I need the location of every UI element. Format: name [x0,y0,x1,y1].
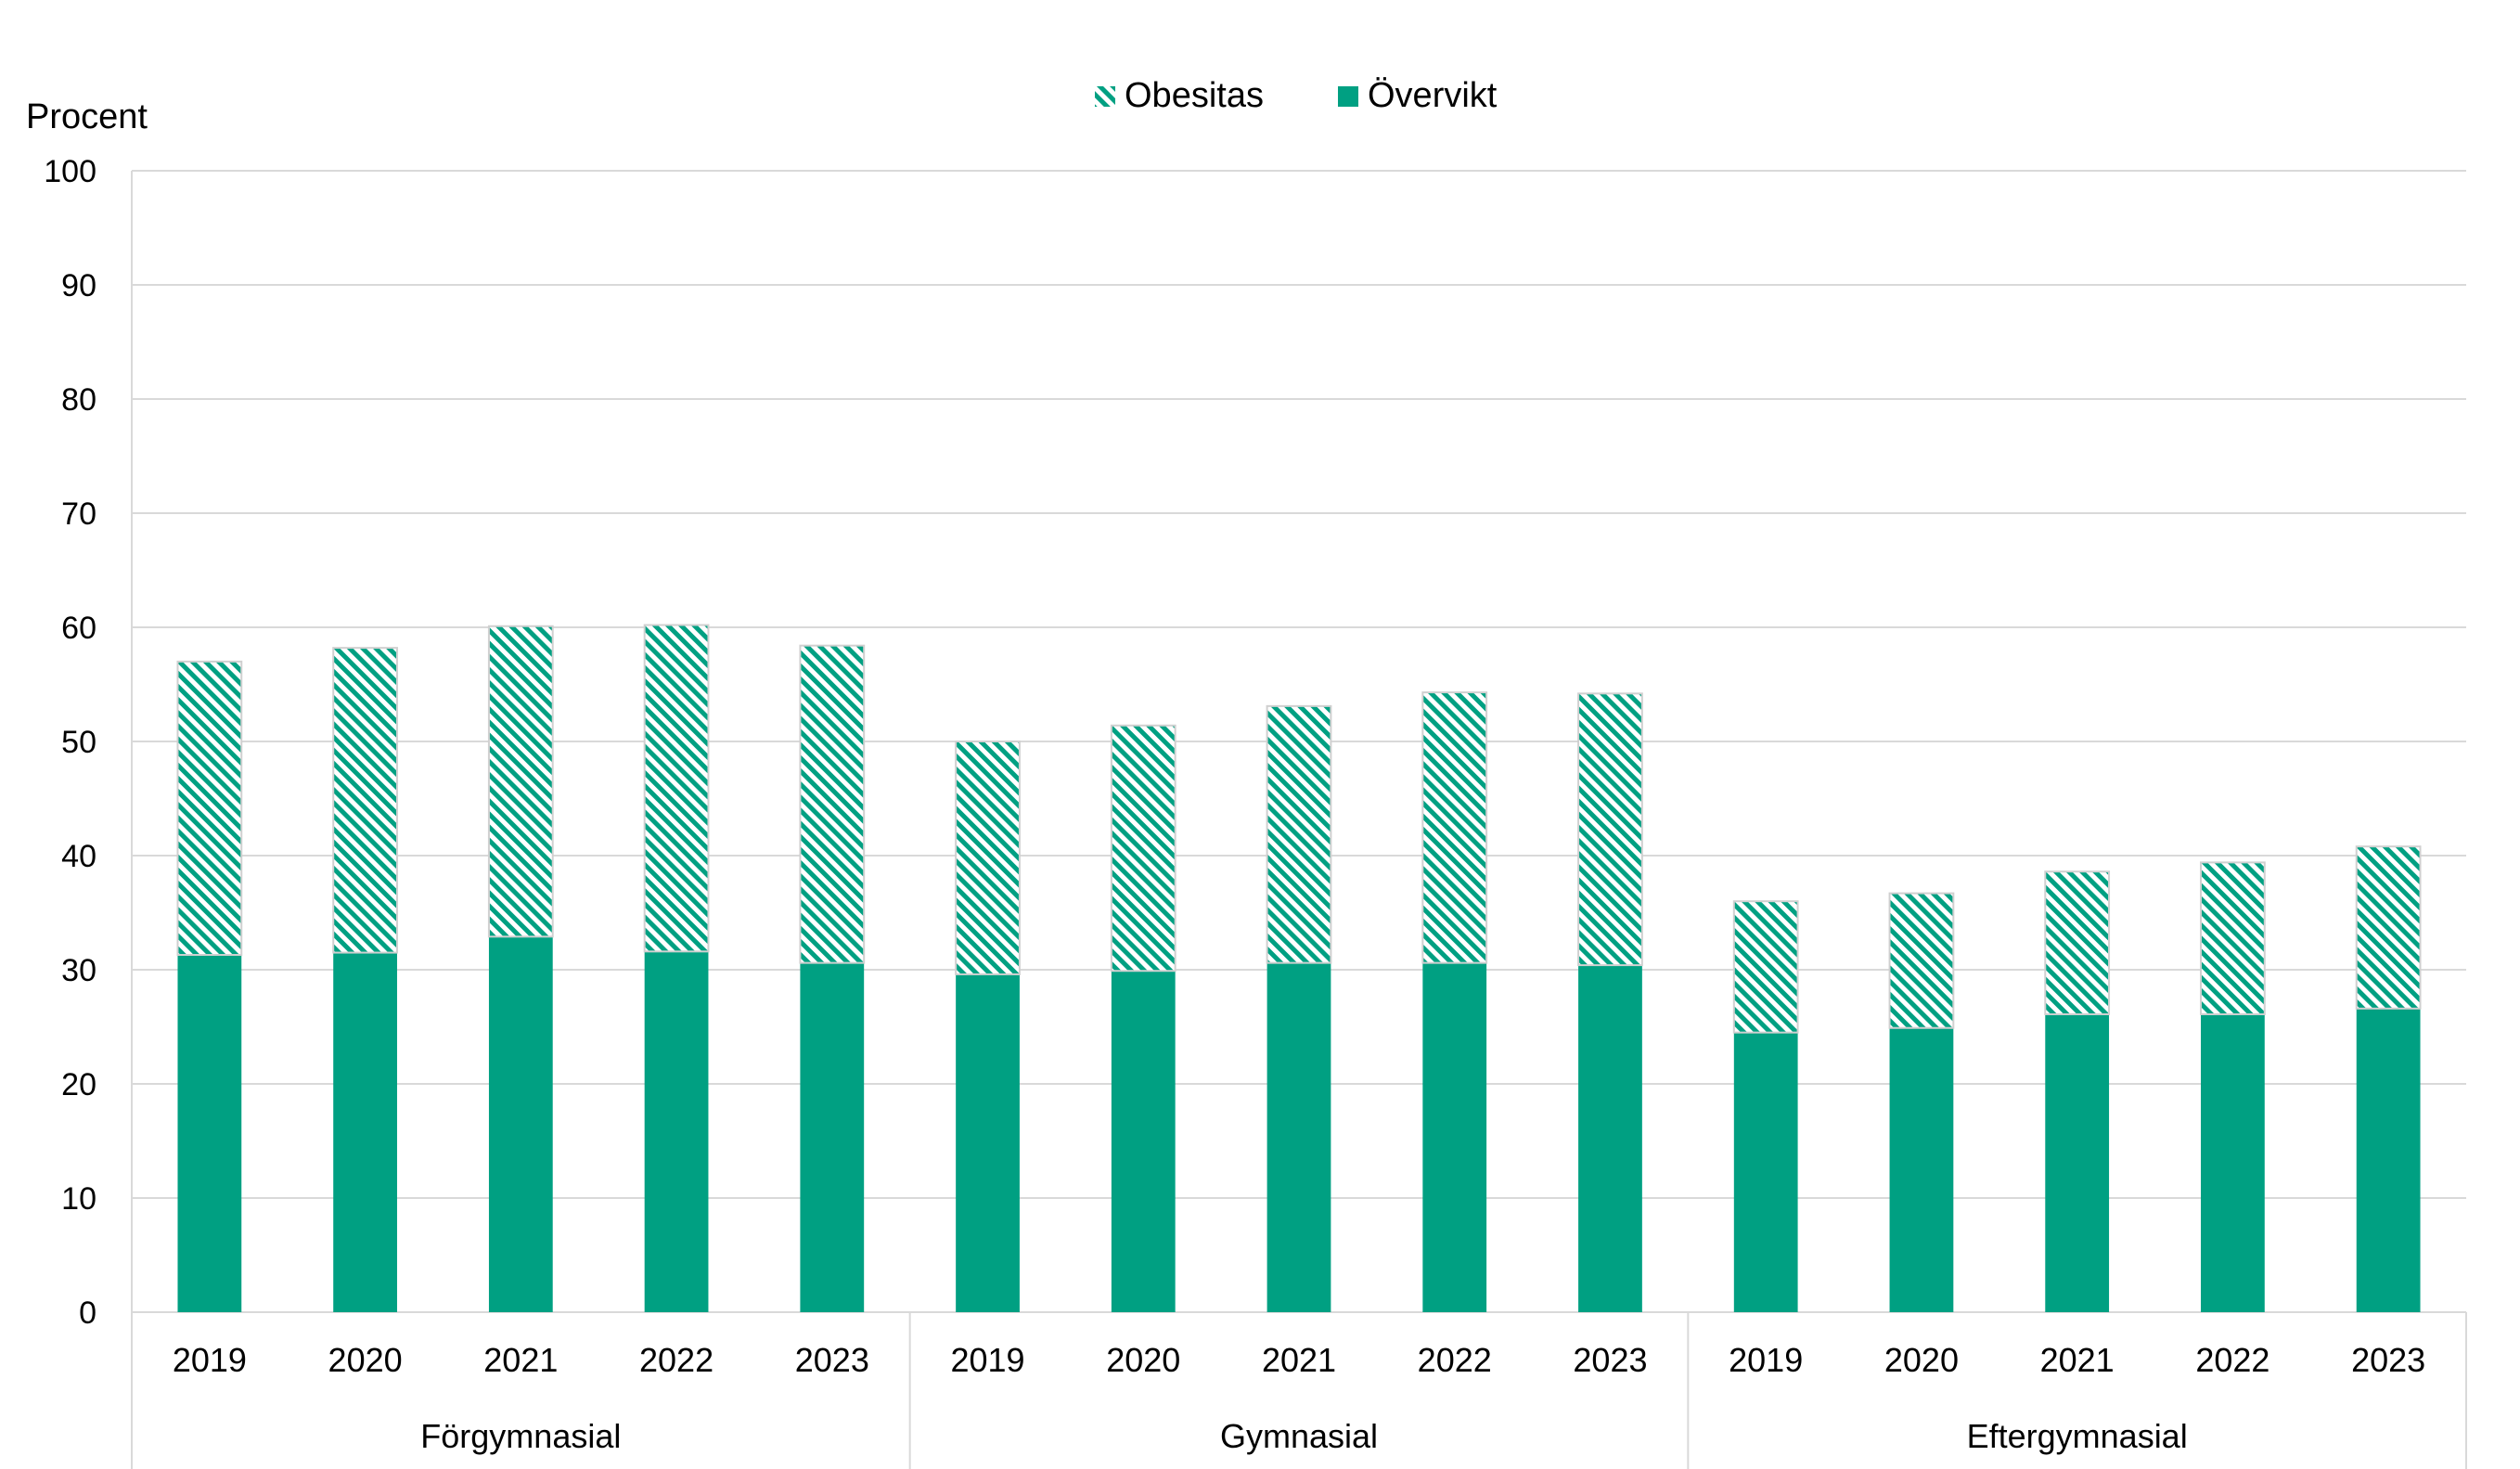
bar-overvikt [1266,962,1331,1312]
y-tick-label: 10 [61,1181,96,1217]
bar-obesitas [955,741,1021,975]
y-tick-label: 30 [61,953,96,988]
bar-obesitas [799,644,866,964]
bar-obesitas [2044,870,2111,1015]
y-tick-label: 90 [61,268,96,303]
bar-obesitas [643,624,710,953]
x-tick-label: 2019 [950,1341,1024,1379]
bar-obesitas [1888,892,1955,1029]
x-tick-label: 2019 [173,1341,247,1379]
x-tick-label: 2023 [795,1341,869,1379]
bar-obesitas [1577,692,1643,967]
group-label: Gymnasial [1220,1417,1378,1455]
bar-obesitas [1732,900,1799,1034]
y-tick-label: 50 [61,725,96,760]
bar-overvikt [2201,1013,2265,1312]
bar-overvikt [1422,962,1487,1312]
bar-overvikt [333,952,397,1312]
y-axis-title: Procent [26,97,148,136]
y-tick-label: 70 [61,496,96,532]
bar-obesitas [487,625,554,938]
bar-obesitas [1266,704,1332,964]
x-tick-label: 2020 [328,1341,403,1379]
bar-obesitas [332,647,398,954]
bar-overvikt [800,962,865,1312]
legend-label: Obesitas [1125,76,1264,115]
bars [176,624,2422,1312]
y-tick-label: 100 [44,154,96,189]
legend: Obesitas Övervikt [1095,76,1498,115]
bar-overvikt [644,951,709,1312]
bar-obesitas [176,660,243,957]
x-tick-label: 2020 [1884,1341,1959,1379]
x-tick-label: 2022 [639,1341,714,1379]
bar-overvikt [2045,1013,2110,1312]
x-tick-label: 2022 [2195,1341,2269,1379]
legend-swatch-overvikt [1338,86,1358,107]
x-tick-label: 2023 [2351,1341,2425,1379]
bar-obesitas [1421,691,1488,964]
y-tick-label: 0 [79,1295,96,1331]
group-label: Eftergymnasial [1967,1417,2188,1455]
bar-overvikt [1578,965,1642,1312]
y-tick-label: 20 [61,1067,96,1102]
y-tick-label: 80 [61,382,96,418]
bar-overvikt [1733,1032,1798,1312]
bar-obesitas [2200,861,2266,1015]
bar-overvikt [488,936,553,1312]
x-tick-label: 2022 [1418,1341,1492,1379]
y-tick-label: 60 [61,611,96,646]
bar-overvikt [1111,971,1176,1312]
x-tick-label: 2021 [483,1341,558,1379]
x-tick-label: 2019 [1729,1341,1803,1379]
group-label: Förgymnasial [420,1417,621,1455]
y-tick-label: 40 [61,839,96,874]
legend-swatch-obesitas [1095,86,1115,107]
bar-overvikt [956,973,1020,1312]
x-tick-label: 2020 [1106,1341,1180,1379]
x-tick-label: 2021 [2040,1341,2115,1379]
bar-overvikt [177,955,242,1312]
axis-labels: 0 10 20 30 40 50 60 70 80 90 100 Procent 2019 2020 202… [26,97,2425,1455]
x-tick-label: 2023 [1573,1341,1647,1379]
bar-overvikt [1889,1027,1954,1312]
legend-label: Övervikt [1368,76,1498,115]
bar-obesitas [2355,845,2422,1010]
bar-obesitas [1110,724,1176,973]
x-tick-label: 2021 [1262,1341,1336,1379]
bar-overvikt [2356,1008,2421,1312]
